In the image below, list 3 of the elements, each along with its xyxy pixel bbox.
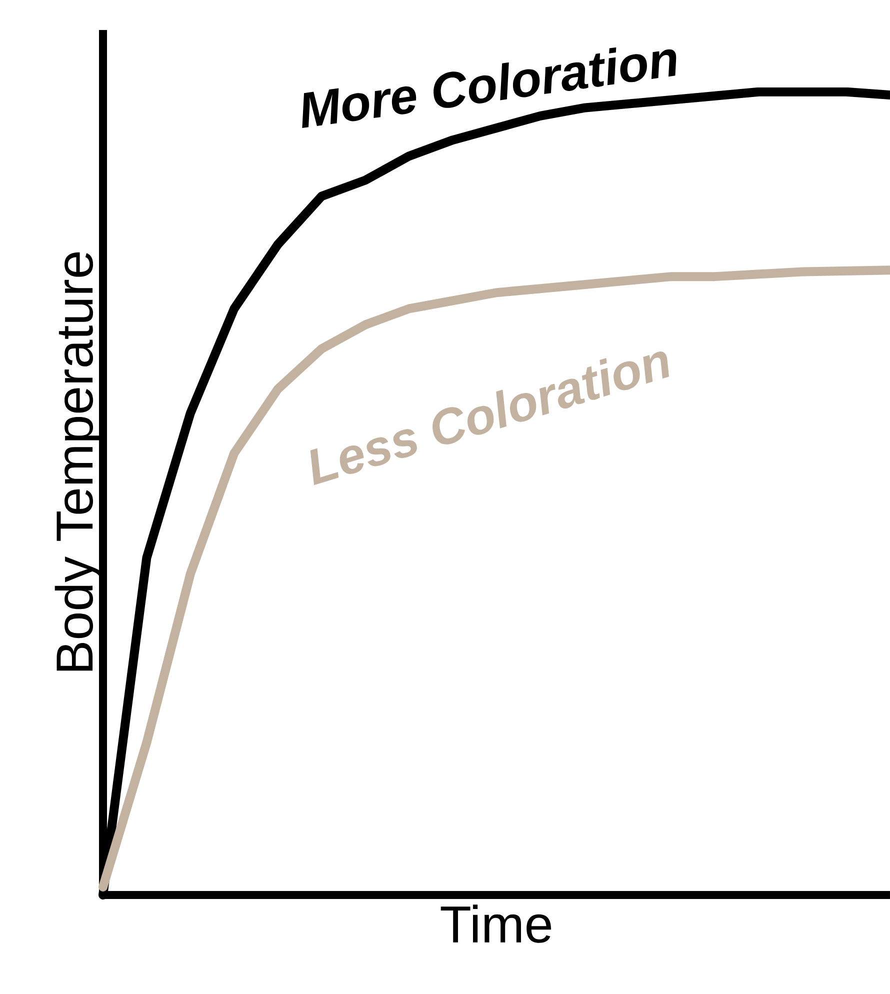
y-axis-title: Body Temperature <box>54 252 104 671</box>
text: More Coloration <box>302 47 676 128</box>
x-axis-title: Time <box>440 904 552 943</box>
